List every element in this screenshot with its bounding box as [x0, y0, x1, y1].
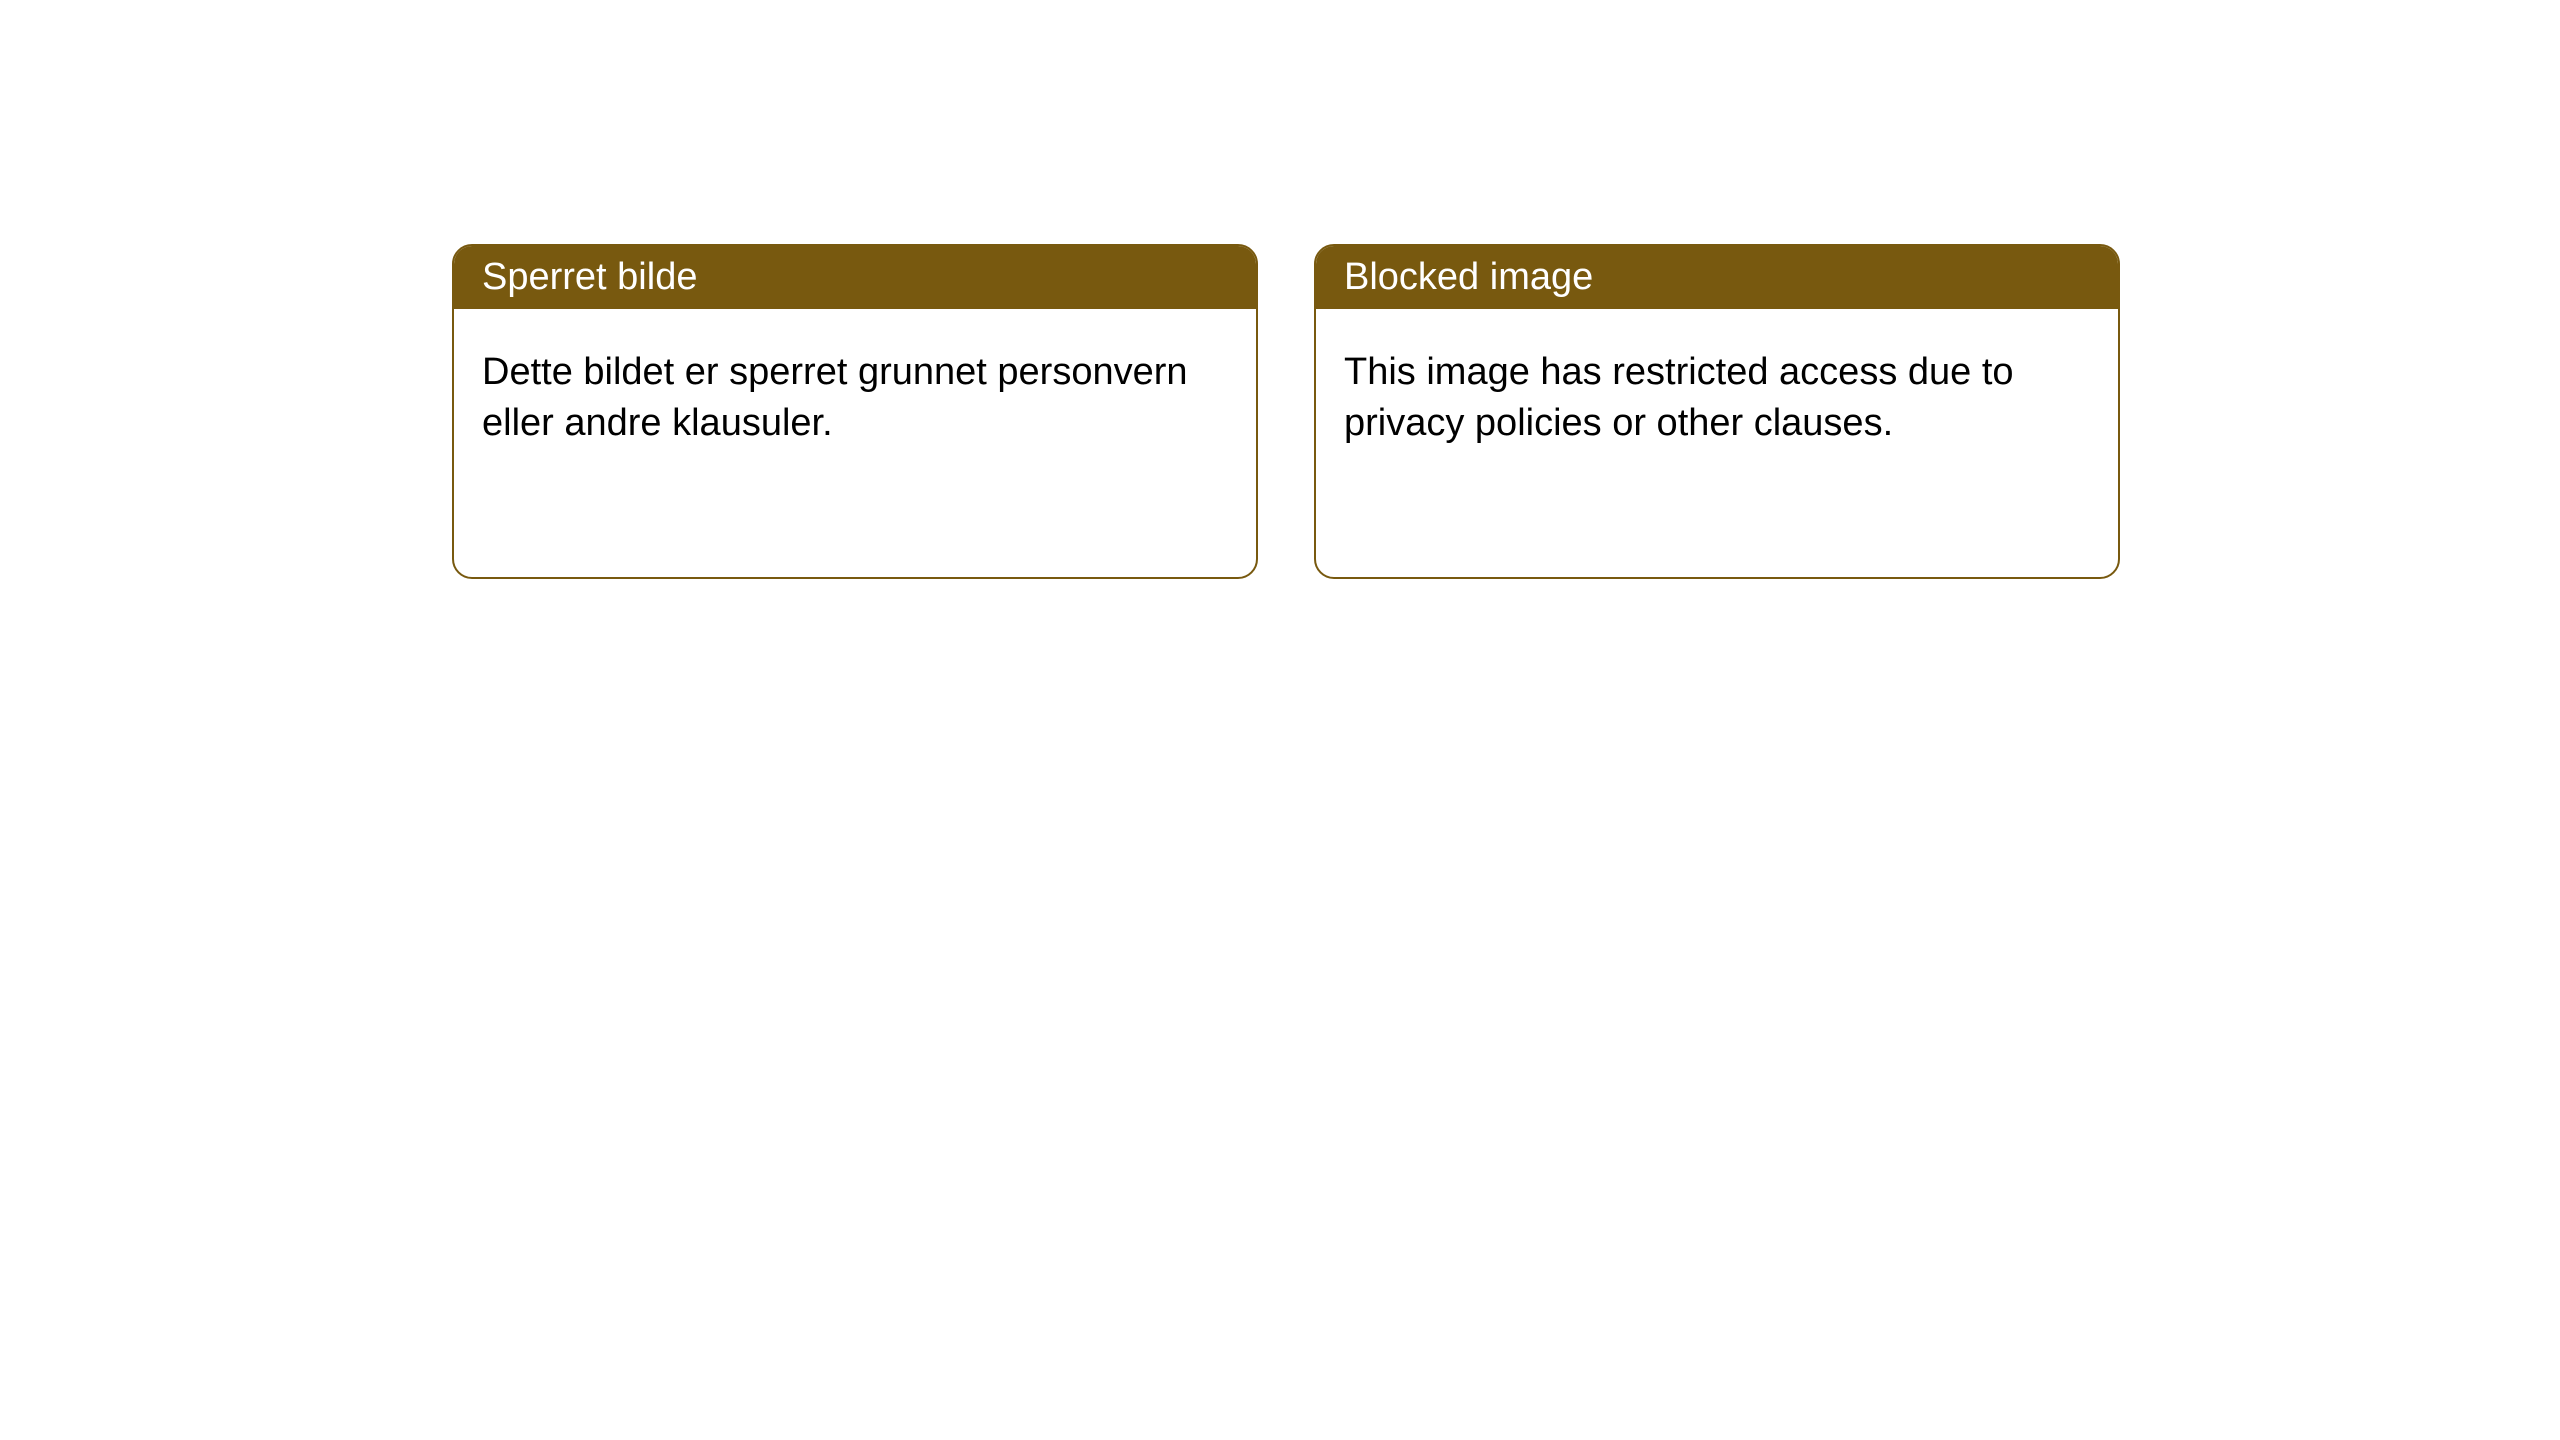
notice-card-header: Sperret bilde: [454, 246, 1256, 309]
notice-card-body: Dette bildet er sperret grunnet personve…: [454, 309, 1256, 488]
notice-card-english: Blocked image This image has restricted …: [1314, 244, 2120, 579]
notice-card-header: Blocked image: [1316, 246, 2118, 309]
notice-card-norwegian: Sperret bilde Dette bildet er sperret gr…: [452, 244, 1258, 579]
notice-card-body: This image has restricted access due to …: [1316, 309, 2118, 488]
notice-container: Sperret bilde Dette bildet er sperret gr…: [0, 0, 2560, 579]
